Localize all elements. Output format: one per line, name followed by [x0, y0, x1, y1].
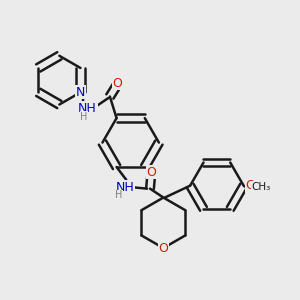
Text: CH₃: CH₃ — [252, 182, 271, 192]
Text: O: O — [146, 166, 156, 179]
Text: N: N — [76, 86, 85, 99]
Text: H: H — [80, 112, 88, 122]
Text: O: O — [158, 242, 168, 255]
Text: NH: NH — [116, 181, 134, 194]
Text: O: O — [112, 76, 122, 90]
Text: NH: NH — [78, 102, 97, 115]
Text: H: H — [115, 190, 122, 200]
Text: O: O — [245, 179, 255, 192]
